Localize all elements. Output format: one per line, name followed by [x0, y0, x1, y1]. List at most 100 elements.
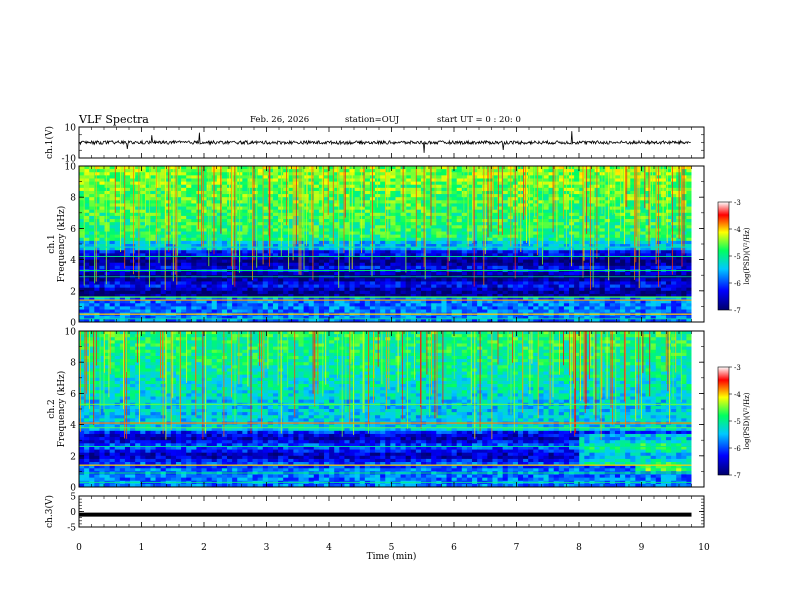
spectrogram-cell: [329, 256, 335, 260]
spectrogram-cell: [186, 184, 192, 189]
spectrogram-cell: [415, 181, 422, 186]
spectrogram-cell: [124, 244, 131, 248]
spectrogram-cell: [247, 287, 253, 292]
spectrogram-cell: [354, 287, 361, 292]
spectrogram-cell: [589, 250, 595, 254]
spectrogram-cell: [272, 281, 279, 285]
spectrogram-cell: [344, 250, 350, 254]
spectrogram-cell: [201, 181, 207, 186]
spectrogram-cell: [124, 206, 131, 211]
spectrogram-cell: [650, 175, 657, 179]
spectrogram-cell: [252, 166, 259, 170]
spectrogram-cell: [303, 253, 310, 257]
spectrogram-cell: [426, 215, 432, 220]
spectrogram-cell: [461, 219, 468, 223]
spectrogram-cell: [206, 206, 213, 211]
spectrogram-cell: [242, 281, 248, 285]
spectrogram-cell: [620, 284, 626, 289]
spectrogram-cell: [114, 250, 121, 254]
spectrogram-cell: [155, 290, 162, 295]
spectrogram-cell: [221, 190, 228, 195]
spectrogram-cell: [283, 200, 289, 204]
spectrogram-cell: [686, 265, 692, 270]
spectrogram-cell: [548, 256, 555, 260]
spectrogram-cell: [318, 256, 325, 260]
spectrogram-cell: [191, 259, 197, 264]
spectrogram-cell: [630, 184, 636, 189]
spectrogram-cell: [288, 200, 294, 204]
spectrogram-cell: [579, 272, 585, 276]
spectrogram-cell: [477, 240, 483, 245]
spectrogram-cell: [375, 169, 381, 173]
spectrogram-cell: [278, 222, 284, 226]
spectrogram-cell: [594, 290, 601, 295]
spectrogram-cell: [221, 253, 228, 257]
spectrogram-cell: [472, 240, 478, 245]
spectrogram-cell: [257, 250, 264, 254]
spectrogram-cell: [395, 194, 401, 198]
spectrogram-cell: [686, 169, 692, 173]
spectrogram-cell: [359, 293, 366, 298]
spectrogram-cell: [329, 250, 335, 254]
spectrogram-cell: [451, 175, 458, 179]
spectrogram-cell: [211, 272, 218, 276]
spectrogram-cell: [410, 244, 417, 248]
spectrogram-cell: [543, 247, 549, 251]
spectrogram-cell: [221, 194, 228, 198]
spectrogram-cell: [456, 259, 463, 264]
spectrogram-cell: [99, 262, 105, 267]
spectrogram-cell: [155, 253, 162, 257]
spectrogram-cell: [660, 253, 667, 257]
spectrogram-cell: [502, 231, 509, 236]
spectrogram-cell: [339, 181, 345, 186]
spectrogram-cell: [298, 284, 304, 289]
spectrogram-cell: [196, 256, 202, 260]
spectrogram-cell: [574, 187, 580, 192]
spectrogram-cell: [589, 169, 595, 173]
spectrogram-cell: [339, 262, 345, 267]
spectrogram-cell: [201, 281, 207, 285]
spectrogram-cell: [650, 287, 657, 292]
spectrogram-cell: [482, 272, 488, 276]
spectrogram-cell: [640, 175, 646, 179]
spectrogram-cell: [390, 228, 396, 232]
spectrogram-cell: [533, 272, 539, 276]
spectrogram-cell: [130, 262, 136, 267]
spectrogram-cell: [579, 166, 585, 170]
spectrogram-cell: [94, 194, 100, 198]
spectrogram-cell: [252, 206, 259, 211]
spectrogram-cell: [339, 178, 345, 182]
spectrogram-cell: [589, 278, 595, 282]
spectrogram-cell: [390, 234, 396, 239]
spectrogram-cell: [196, 228, 202, 232]
spectrogram-cell: [625, 250, 631, 254]
spectrogram-cell: [79, 259, 85, 264]
spectrogram-cell: [94, 225, 100, 229]
spectrogram-cell: [415, 209, 422, 214]
spectrogram-cell: [114, 206, 121, 211]
spectrogram-cell: [431, 219, 437, 223]
spectrogram-cell: [599, 222, 606, 226]
spectrogram-cell: [227, 206, 233, 211]
spectrogram-cell: [609, 250, 616, 254]
spectrogram-cell: [211, 203, 218, 207]
spectrogram-cell: [278, 293, 284, 298]
spectrogram-cell: [528, 194, 534, 198]
spectrogram-cell: [410, 247, 417, 251]
spectrogram-cell: [497, 278, 504, 282]
spectrogram-cell: [339, 250, 345, 254]
spectrogram-cell: [84, 206, 90, 211]
spectrogram-cell: [548, 203, 555, 207]
spectrogram-cell: [420, 265, 427, 270]
spectrogram-cell: [410, 200, 417, 204]
spectrogram-cell: [553, 250, 560, 254]
spectrogram-cell: [487, 256, 493, 260]
spectrogram-cell: [579, 278, 585, 282]
spectrogram-cell: [354, 181, 361, 186]
spectrogram-cell: [426, 178, 432, 182]
spectrogram-cell: [558, 247, 565, 251]
spectrogram-cell: [104, 219, 111, 223]
spectrogram-cell: [206, 284, 213, 289]
spectrogram-cell: [84, 203, 90, 207]
spectrogram-cell: [211, 278, 218, 282]
